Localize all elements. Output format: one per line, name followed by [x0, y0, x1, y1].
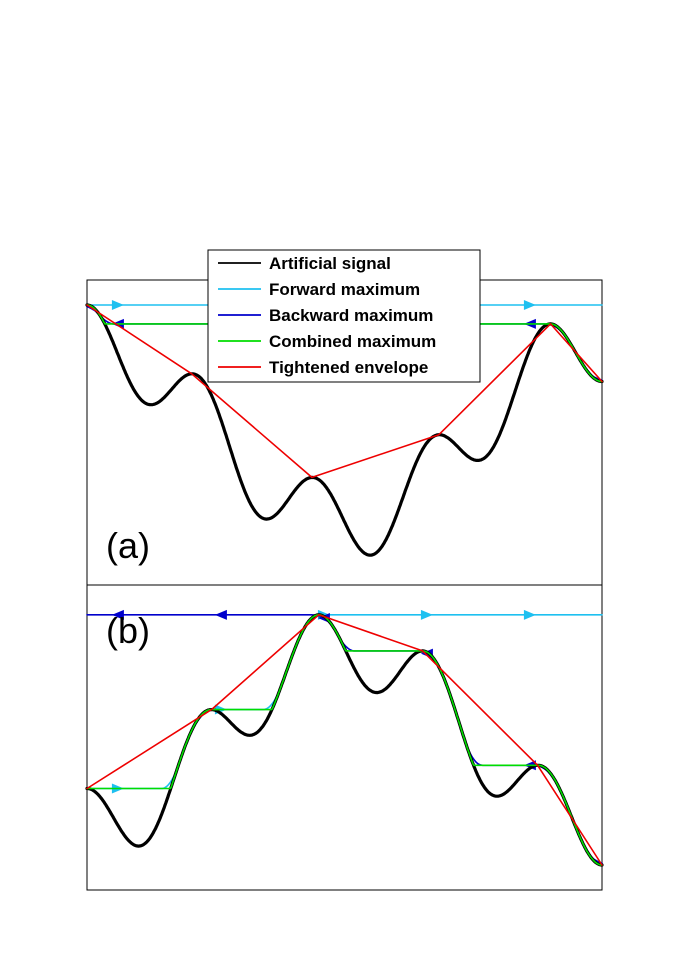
- legend-item-forward: Forward maximum: [218, 280, 420, 299]
- forward-arrow-3: [420, 609, 433, 620]
- legend-item-envelope: Tightened envelope: [218, 358, 428, 377]
- panel-a-tightened-envelope-line: [86, 304, 603, 479]
- legend: Artificial signal Forward maximum Backwa…: [207, 249, 481, 383]
- legend-label-backward: Backward maximum: [269, 306, 433, 325]
- legend-item-signal: Artificial signal: [218, 254, 391, 273]
- forward-arrow-4: [523, 300, 536, 310]
- backward-arrow-0: [111, 609, 124, 620]
- legend-label-signal: Artificial signal: [269, 254, 391, 273]
- backward-arrow-1: [214, 609, 227, 620]
- panel-b-forward-maximum-line: [86, 614, 603, 790]
- legend-label-combined: Combined maximum: [269, 332, 436, 351]
- legend-item-backward: Backward maximum: [218, 306, 433, 325]
- panel-b-combined-maximum-line: [86, 614, 603, 866]
- legend-box: [207, 249, 481, 383]
- legend-label-envelope: Tightened envelope: [269, 358, 428, 377]
- forward-arrow-4: [523, 609, 536, 620]
- panel-a-label: (a): [106, 525, 150, 566]
- panel-a-artificial-signal-line: [85, 303, 604, 557]
- panel-b-label: (b): [106, 610, 150, 651]
- panel-b-tightened-envelope-line: [86, 614, 603, 866]
- panel-b: (b): [85, 584, 604, 891]
- panel-b-frame: [86, 584, 603, 891]
- forward-arrow-0: [111, 300, 124, 310]
- legend-item-combined: Combined maximum: [218, 332, 436, 351]
- legend-label-forward: Forward maximum: [269, 280, 420, 299]
